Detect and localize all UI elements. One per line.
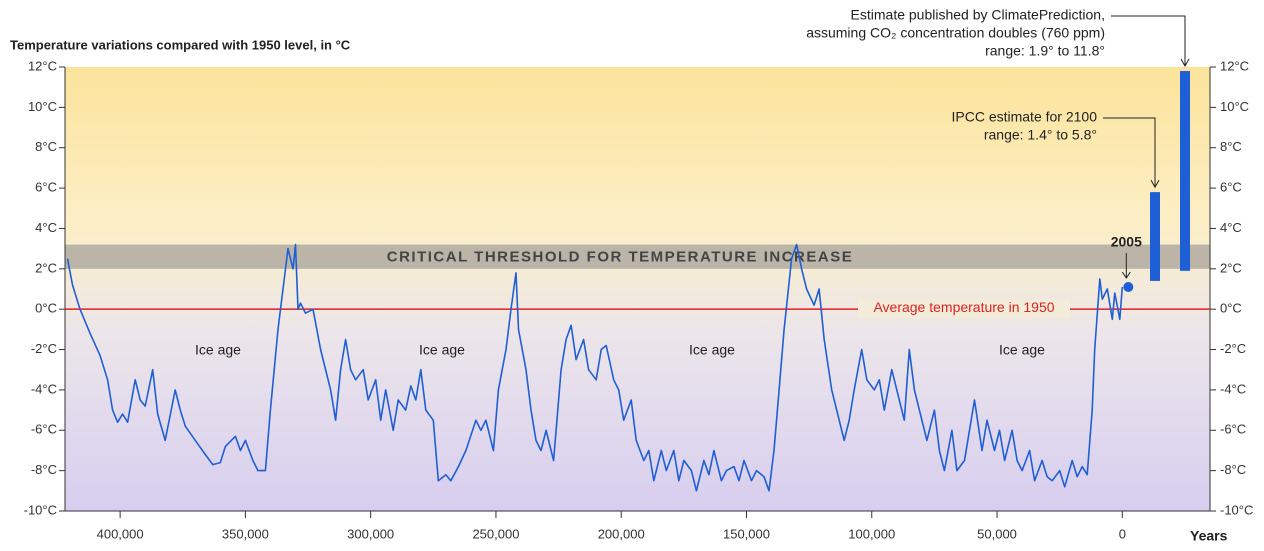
estimate-arrow <box>1111 15 1190 68</box>
estimate-label: Estimate published by ClimatePrediction, <box>851 7 1105 23</box>
y-tick-label-right: 0°C <box>1220 301 1242 316</box>
x-tick-label: 350,000 <box>222 526 269 541</box>
x-tick-label: 50,000 <box>977 526 1017 541</box>
y-tick-label: 2°C <box>35 260 57 275</box>
y-tick-label-right: -4°C <box>1220 381 1246 396</box>
y-tick-label: -2°C <box>31 341 57 356</box>
y-tick-label: -6°C <box>31 422 57 437</box>
x-tick-label: 150,000 <box>723 526 770 541</box>
estimate-label: range: 1.4° to 5.8° <box>984 127 1097 143</box>
estimate-bar <box>1150 192 1160 281</box>
y-tick-label: -10°C <box>24 502 57 517</box>
estimate-label: IPCC estimate for 2100 <box>951 109 1097 125</box>
y-tick-label-right: -6°C <box>1220 422 1246 437</box>
y-tick-label-right: -2°C <box>1220 341 1246 356</box>
y-tick-label: 4°C <box>35 220 57 235</box>
y-tick-label: 10°C <box>28 99 57 114</box>
y-tick-label-right: -10°C <box>1220 502 1253 517</box>
x-tick-label: 400,000 <box>97 526 144 541</box>
chart-title: Temperature variations compared with 195… <box>10 37 351 52</box>
y-tick-label-right: 6°C <box>1220 180 1242 195</box>
baseline-label-bg <box>858 300 1070 319</box>
x-tick-label: 0 <box>1119 526 1126 541</box>
blank-box <box>1180 4 1226 36</box>
y-tick-label: -4°C <box>31 381 57 396</box>
x-tick-label: 250,000 <box>472 526 519 541</box>
y-tick-label-right: 10°C <box>1220 99 1249 114</box>
y-tick-label-right: 2°C <box>1220 260 1242 275</box>
y-tick-label-right: 12°C <box>1220 58 1249 73</box>
y-tick-label: 0°C <box>35 301 57 316</box>
line <box>66 243 1124 492</box>
y-tick-label: 6°C <box>35 180 57 195</box>
point-arrow <box>1121 252 1131 279</box>
y-tick-label: 8°C <box>35 139 57 154</box>
x-tick-label: 200,000 <box>598 526 645 541</box>
y-tick-label: 12°C <box>28 58 57 73</box>
point-2005 <box>1123 281 1134 292</box>
estimate-label: assuming CO₂ concentration doubles (760 … <box>806 25 1105 41</box>
estimate-bar <box>1180 71 1190 271</box>
annotation: Ice age <box>195 342 241 358</box>
x-tick-label: 300,000 <box>347 526 394 541</box>
x-axis-label: Years <box>1190 528 1228 544</box>
threshold-label: CRITICAL THRESHOLD FOR TEMPERATURE INCRE… <box>387 249 853 266</box>
y-tick-label-right: 8°C <box>1220 139 1242 154</box>
y-tick-label-right: -8°C <box>1220 462 1246 477</box>
point-label: 2005 <box>1111 234 1142 250</box>
y-tick-label-right: 4°C <box>1220 220 1242 235</box>
plot-background <box>65 67 1210 511</box>
annotation: Ice age <box>419 342 465 358</box>
annotation: Ice age <box>689 342 735 358</box>
annotation: Ice age <box>999 342 1045 358</box>
x-tick-label: 100,000 <box>848 526 895 541</box>
estimate-label: range: 1.9° to 11.8° <box>985 43 1105 59</box>
y-tick-label: -8°C <box>31 462 57 477</box>
threshold-band <box>65 244 1210 269</box>
estimate-arrow <box>1103 117 1160 189</box>
baseline-label: Average temperature in 1950 <box>873 299 1054 315</box>
